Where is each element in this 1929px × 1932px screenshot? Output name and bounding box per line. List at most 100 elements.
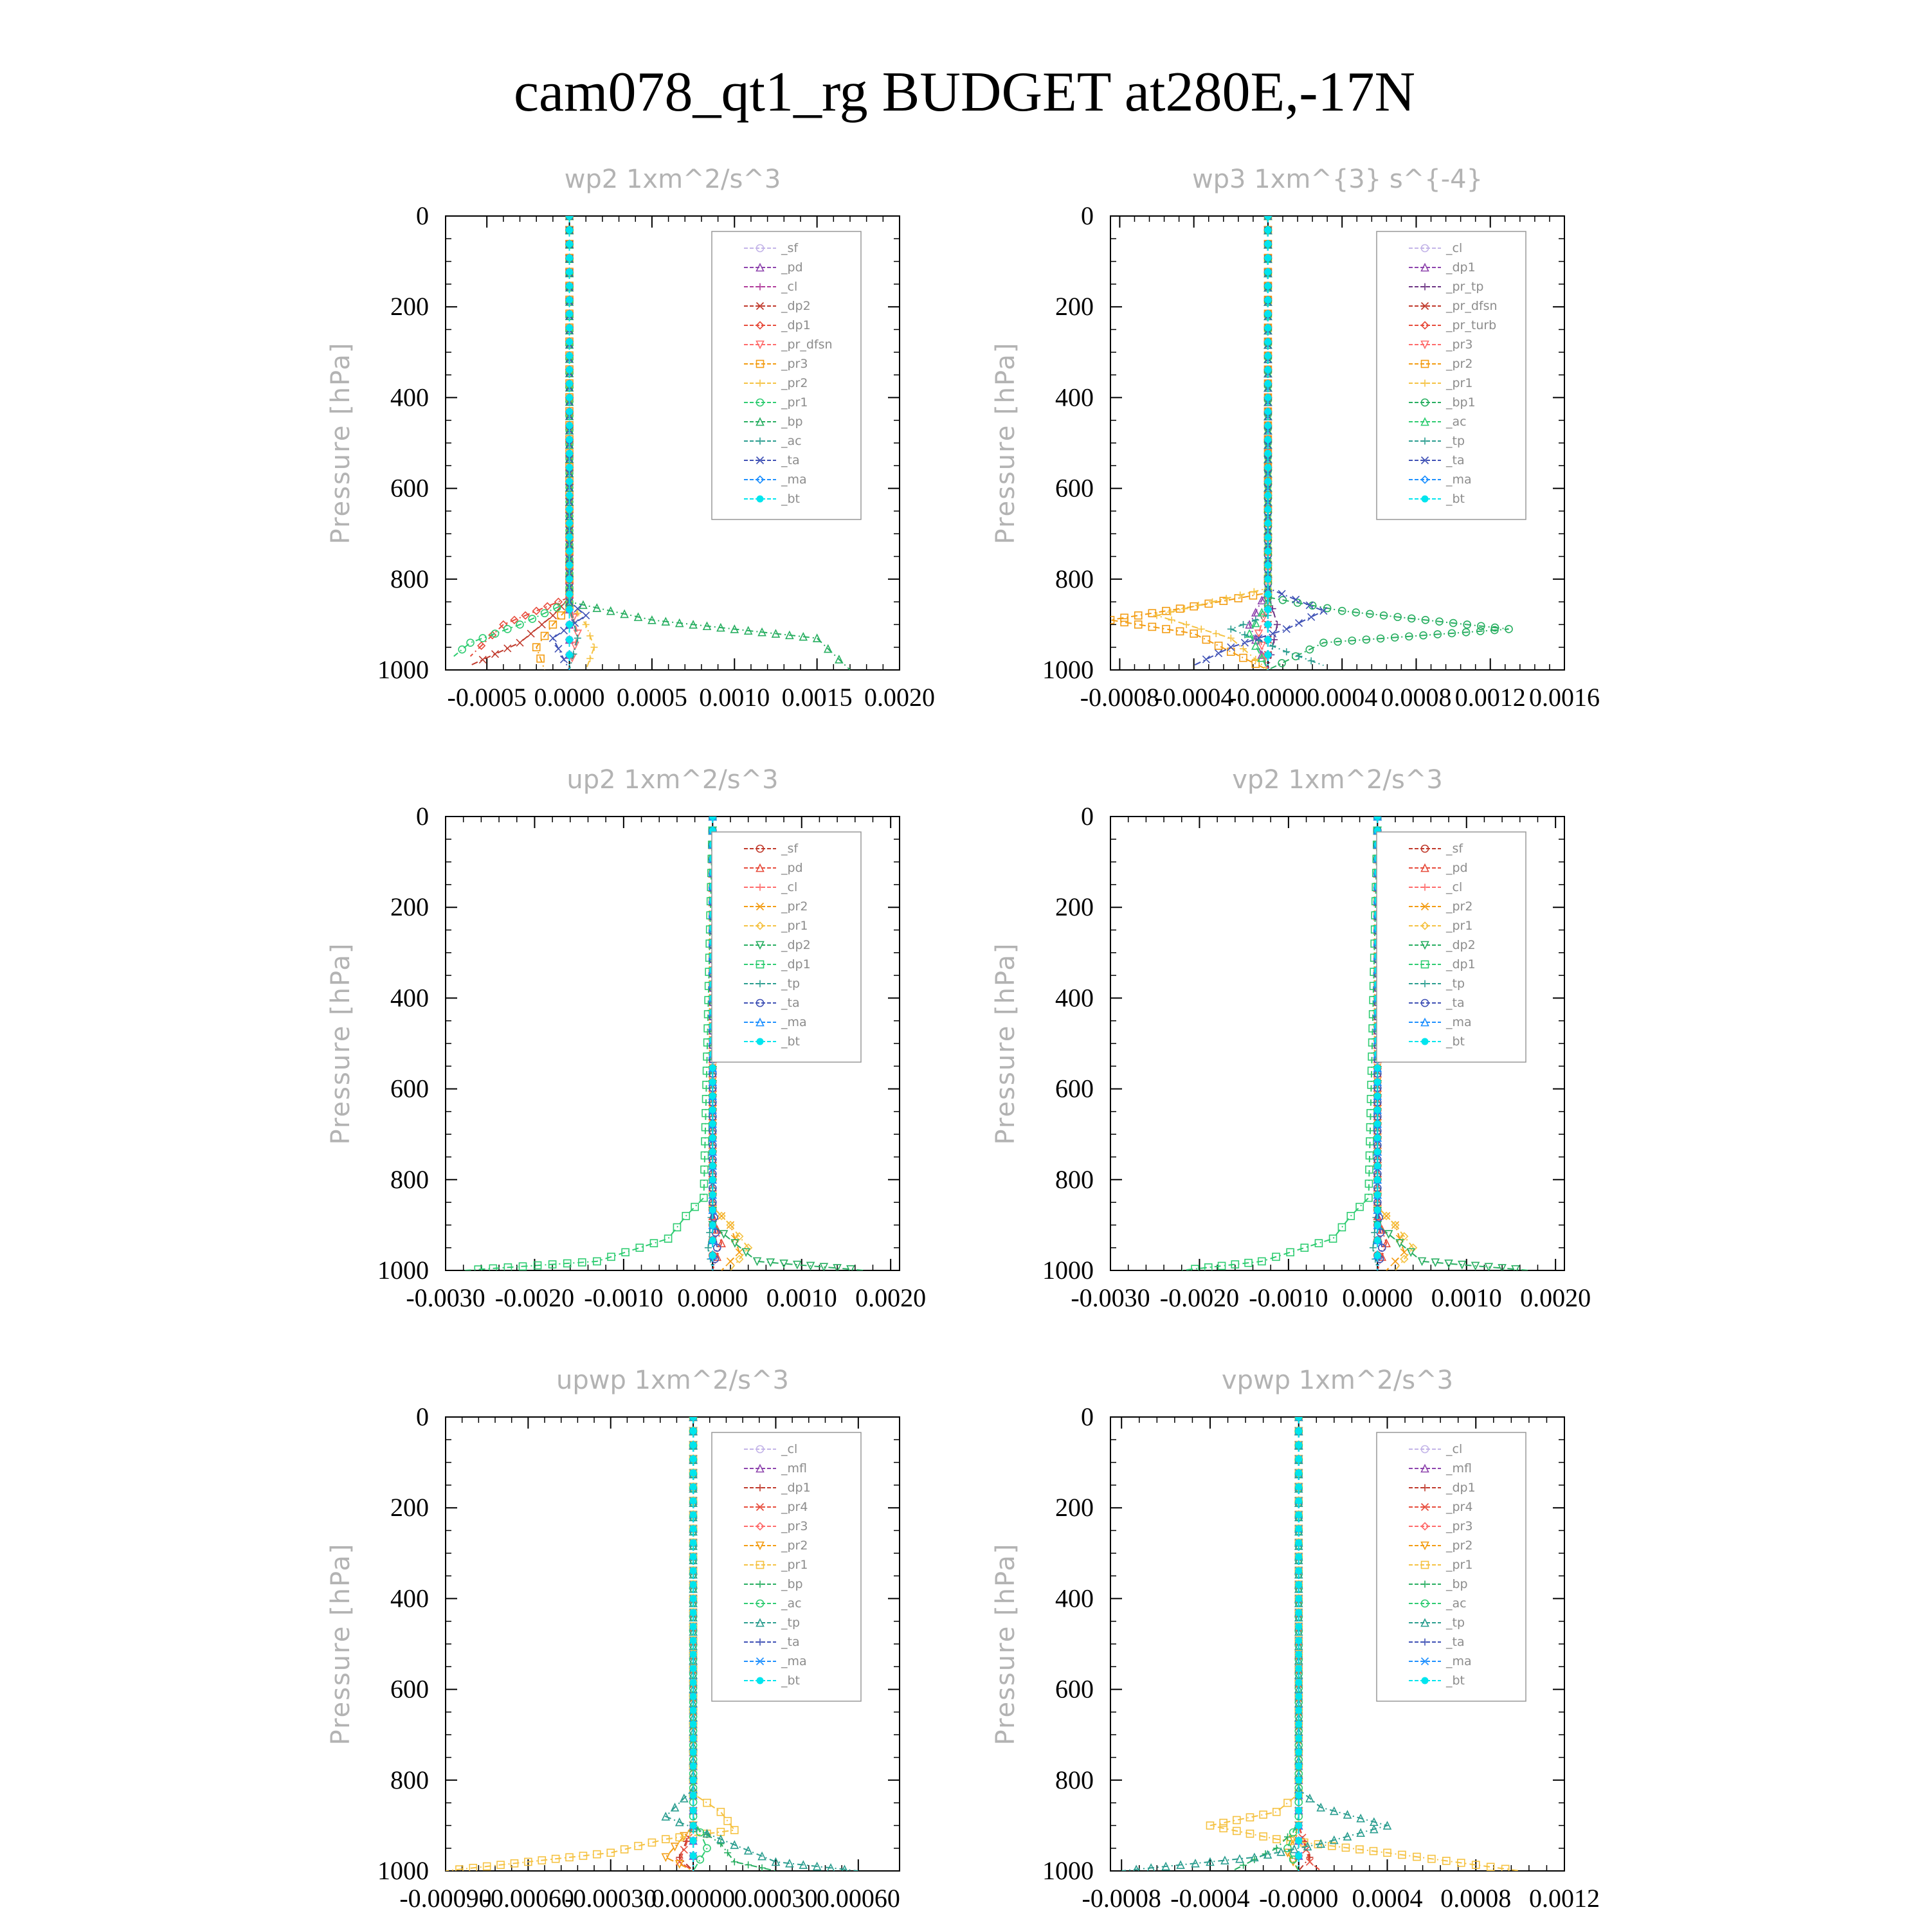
series-marker [566,491,574,499]
legend-entry-label: _pr4 [1445,1500,1472,1514]
legend-box [711,231,862,520]
legend-entry-label: _pr4 [781,1500,808,1514]
legend-entry-label: _dp1 [781,318,811,332]
series-marker [689,1441,697,1449]
series-marker [503,1263,512,1270]
series-marker [1406,1248,1416,1258]
legend-entry-label: _tp [1445,1616,1465,1630]
series-marker [536,655,545,663]
series-marker [1264,422,1272,429]
series-marker [833,1264,842,1270]
series-marker [1264,561,1272,569]
legend-entry-label: _bt [1445,492,1465,506]
y-tick-label: 200 [390,292,429,321]
series-marker [579,600,588,609]
series-marker [648,615,657,624]
series-marker [827,1863,835,1871]
series-marker [1373,1134,1381,1142]
series-marker [1295,1679,1303,1686]
y-tick-label: 600 [1055,474,1094,503]
series-marker [1148,622,1157,631]
series-marker [566,590,574,598]
series-marker [1373,1191,1381,1198]
series-marker [719,1230,729,1239]
series-marker [606,606,615,615]
series-marker [1295,1837,1303,1845]
legend-entry-label: _ma [781,473,807,487]
series-marker [1239,653,1247,662]
series-marker [1486,1863,1495,1871]
series-marker [1373,1120,1381,1128]
series-marker [1476,627,1485,636]
series-marker [1182,620,1190,628]
series-marker [1295,1581,1303,1589]
x-tick-label: -0.0004 [1170,1884,1249,1913]
series-marker [709,1078,716,1086]
legend-swatch-marker [1420,1445,1429,1454]
series-marker [1442,1857,1451,1865]
legend-entry-label: _tp [1445,977,1465,991]
x-tick-label: 0.0008 [1440,1884,1511,1913]
series-marker [566,408,574,415]
legend-swatch-marker [1420,1657,1429,1666]
series-marker [846,1265,855,1270]
series-marker [527,629,535,638]
series-marker [1168,616,1175,624]
series-line [1110,216,1269,670]
series-marker [675,1817,684,1827]
series-marker [1295,1776,1303,1784]
series-marker [689,1567,697,1575]
legend-swatch-marker [756,844,765,853]
series-marker [723,1817,732,1825]
legend-swatch-marker [756,980,764,988]
series-marker [1295,1623,1303,1630]
legend-entry-label: _pd [781,260,803,275]
legend-swatch-marker [1420,475,1429,484]
series-marker [735,1254,744,1263]
chart-panel: up2 1xm^2/s^3 Pressure [hPa] 0 200 400 600 800… [326,765,926,1312]
series-marker [689,1539,697,1547]
series-marker [709,1106,716,1114]
series-marker [1376,634,1385,643]
y-tick-label: 0 [416,802,429,831]
series-marker [689,1525,697,1533]
series-marker [1264,352,1272,359]
series-marker [510,615,519,624]
series-marker [1110,616,1115,624]
y-tick-label: 600 [390,474,429,503]
series-marker [1413,1852,1421,1861]
y-tick-label: 600 [390,1074,429,1103]
series-marker [1305,601,1314,609]
legend-swatch-marker [1420,244,1429,253]
series-marker [717,1840,725,1848]
series-marker [1264,491,1272,499]
series-marker [1208,598,1216,606]
series-marker [1400,1232,1409,1241]
series-marker [1290,1844,1299,1854]
series-marker [771,1857,781,1866]
series-marker [1393,613,1402,621]
series-marker [1295,1539,1303,1547]
legend-swatch-marker [1421,1677,1429,1684]
series-marker [566,606,574,613]
series-marker [682,1211,691,1220]
legend-swatch-marker [1421,1484,1429,1492]
series-marker [1316,1802,1325,1812]
legend-swatch-marker [1420,398,1429,407]
series-marker [724,1849,732,1857]
series-marker [1251,618,1260,627]
legend-swatch-marker [756,1038,764,1045]
legend-swatch-marker [1420,902,1429,911]
series-marker [1254,629,1263,638]
series-marker [1366,609,1374,618]
series-marker [689,1656,698,1665]
series-marker [712,1243,721,1252]
series-marker [1421,616,1430,624]
series-marker [566,422,574,429]
series-marker [709,1162,716,1169]
series-marker [458,645,466,654]
series-marker [1400,1248,1408,1256]
legend-entry-label: _pr1 [1445,376,1472,390]
panel-title: wp3 1xm^{3} s^{-4} [1192,165,1483,194]
series-marker [709,1134,716,1142]
